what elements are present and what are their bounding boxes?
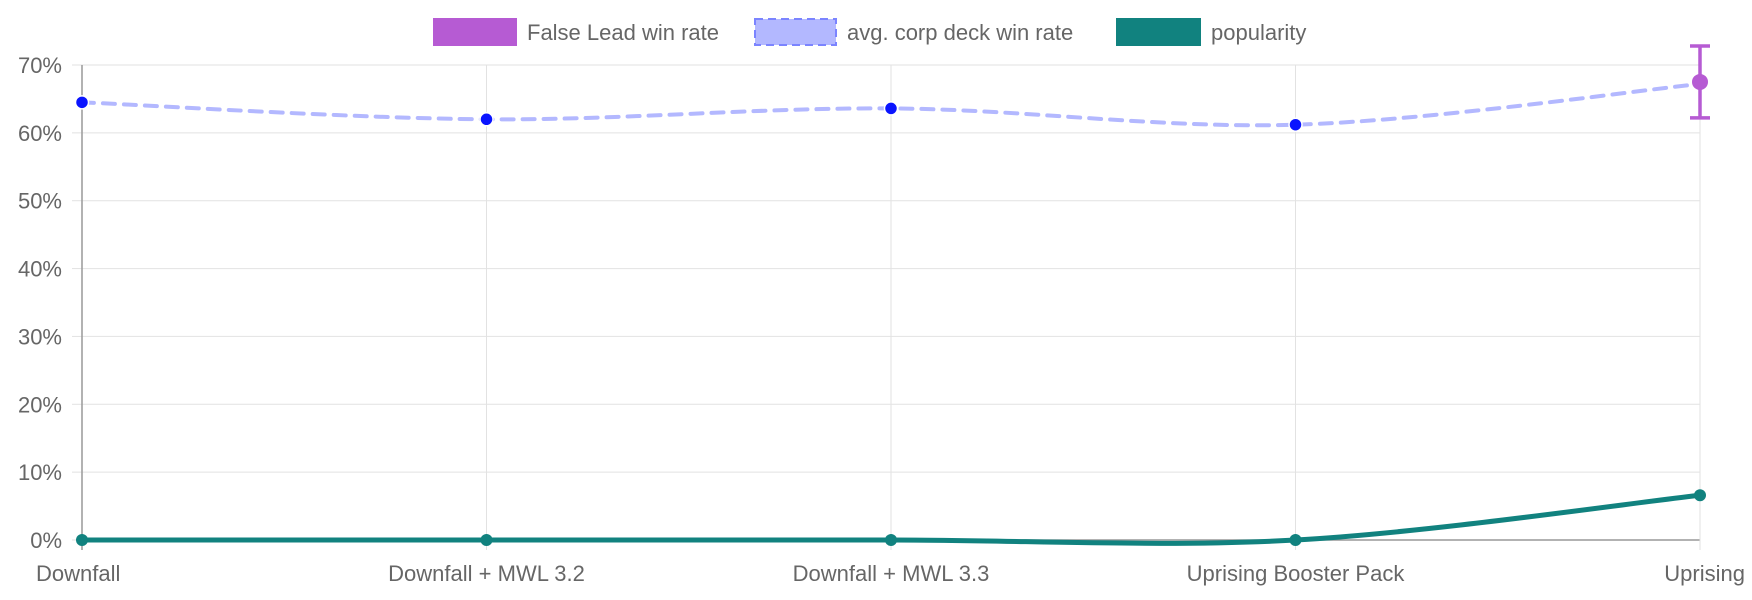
legend-item-popularity: popularity <box>1116 18 1306 46</box>
y-tick-label: 40% <box>18 257 62 282</box>
y-tick-label: 60% <box>18 121 62 146</box>
legend-swatch <box>754 18 837 46</box>
legend-swatch <box>433 18 517 46</box>
x-tick-label: Uprising <box>1664 561 1745 586</box>
y-tick-label: 10% <box>18 460 62 485</box>
x-tick-label: Downfall + MWL 3.3 <box>793 561 990 586</box>
popularity-point <box>1289 534 1302 546</box>
x-tick-label: Downfall + MWL 3.2 <box>388 561 585 586</box>
x-tick-label: Uprising Booster Pack <box>1187 561 1406 586</box>
legend: False Lead win rate avg. corp deck win ra… <box>433 18 1306 46</box>
popularity-point <box>1694 489 1706 502</box>
legend-label: popularity <box>1211 20 1306 45</box>
avg-corp-win-rate-point <box>74 95 90 110</box>
avg-corp-win-rate-point <box>883 101 899 116</box>
legend-item-false-lead: False Lead win rate <box>433 18 719 46</box>
y-tick-label: 50% <box>18 189 62 214</box>
avg-corp-win-rate-point <box>479 112 494 127</box>
y-tick-label: 20% <box>18 392 62 417</box>
legend-item-avg-corp: avg. corp deck win rate <box>754 18 1073 46</box>
x-tick-label: Downfall <box>36 561 120 586</box>
popularity-point <box>480 534 493 546</box>
series-layer <box>74 44 1710 546</box>
avg-corp-win-rate-point <box>1288 117 1303 132</box>
y-tick-label: 0% <box>30 528 62 553</box>
legend-swatch <box>1116 18 1201 46</box>
legend-label: False Lead win rate <box>527 20 719 45</box>
legend-label: avg. corp deck win rate <box>847 20 1073 45</box>
y-tick-label: 70% <box>18 53 62 78</box>
false-lead-win-rate-point <box>1692 73 1708 90</box>
grid <box>72 64 1701 550</box>
popularity-point <box>885 534 897 546</box>
y-tick-label: 30% <box>18 324 62 349</box>
axes: 0% 10% 20% 30% 40% 50% 60% 70% Downfall Downfall … <box>18 53 1745 586</box>
popularity-point <box>76 534 88 546</box>
